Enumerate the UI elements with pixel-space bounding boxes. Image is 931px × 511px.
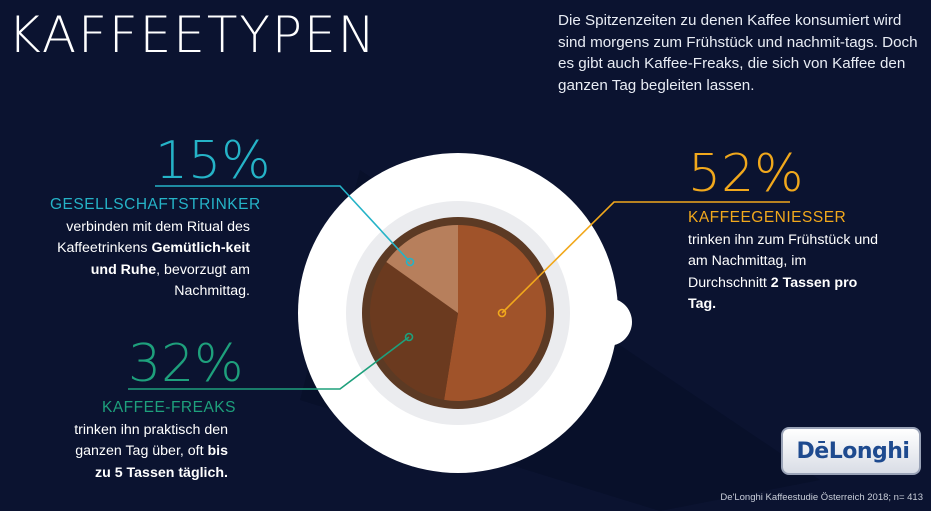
label-gesellschaftstrinker: GESELLSCHAFTSTRINKER [50, 196, 261, 213]
pie-slices [370, 225, 546, 401]
pie-slice-kaffeegeniesser [444, 225, 546, 401]
percent-kaffeegeniesser: 52% [688, 144, 804, 204]
page-title: KAFFEETYPEN [8, 6, 378, 64]
leader-dot-kaffeegeniesser [497, 308, 507, 318]
leader-dot-kaffee-freaks [404, 332, 414, 342]
intro-text: Die Spitzenzeiten zu denen Kaffee konsum… [558, 12, 918, 94]
percent-kaffee-freaks: 32% [128, 334, 244, 394]
source-note: De'Longhi Kaffeestudie Österreich 2018; … [720, 492, 923, 503]
leader-line-kaffee-freaks [128, 336, 410, 390]
delonghi-logo: DēLonghi [781, 427, 921, 475]
label-kaffee-freaks: KAFFEE-FREAKS [102, 399, 236, 416]
pie-slice-kaffee-freaks [370, 261, 458, 400]
desc-kaffee-freaks: trinken ihn praktisch den ganzen Tag übe… [60, 420, 228, 484]
desc-gesellschaftstrinker: verbinden mit dem Ritual des Kaffeetrink… [52, 217, 250, 302]
percent-gesellschaftstrinker: 15% [155, 131, 271, 191]
delonghi-logo-text: DēLonghi [796, 439, 910, 464]
desc-bold: Gemütlich-keit und Ruhe [90, 240, 250, 278]
pie-slice-gesellschaftstrinker [386, 225, 458, 313]
desc-text: verbinden mit dem Ritual des Kaffeetrink… [57, 219, 250, 257]
leader-line-kaffeegeniesser [501, 201, 790, 314]
leader-line-gesellschaftstrinker [155, 185, 411, 263]
desc-bold: bis zu 5 Tassen täglich. [95, 443, 228, 481]
desc-kaffeegeniesser: trinken ihn zum Frühstück und am Nachmit… [688, 230, 888, 315]
label-kaffeegeniesser: KAFFEEGENIESSER [688, 209, 847, 226]
desc-text: trinken ihn zum Frühstück und am Nachmit… [688, 232, 879, 291]
leader-dot-gesellschaftstrinker [405, 257, 415, 267]
desc-text: trinken ihn praktisch den ganzen Tag übe… [74, 422, 228, 460]
desc-text: , bevorzugt am Nachmittag. [156, 261, 250, 299]
desc-bold: 2 Tassen pro Tag. [688, 274, 858, 312]
